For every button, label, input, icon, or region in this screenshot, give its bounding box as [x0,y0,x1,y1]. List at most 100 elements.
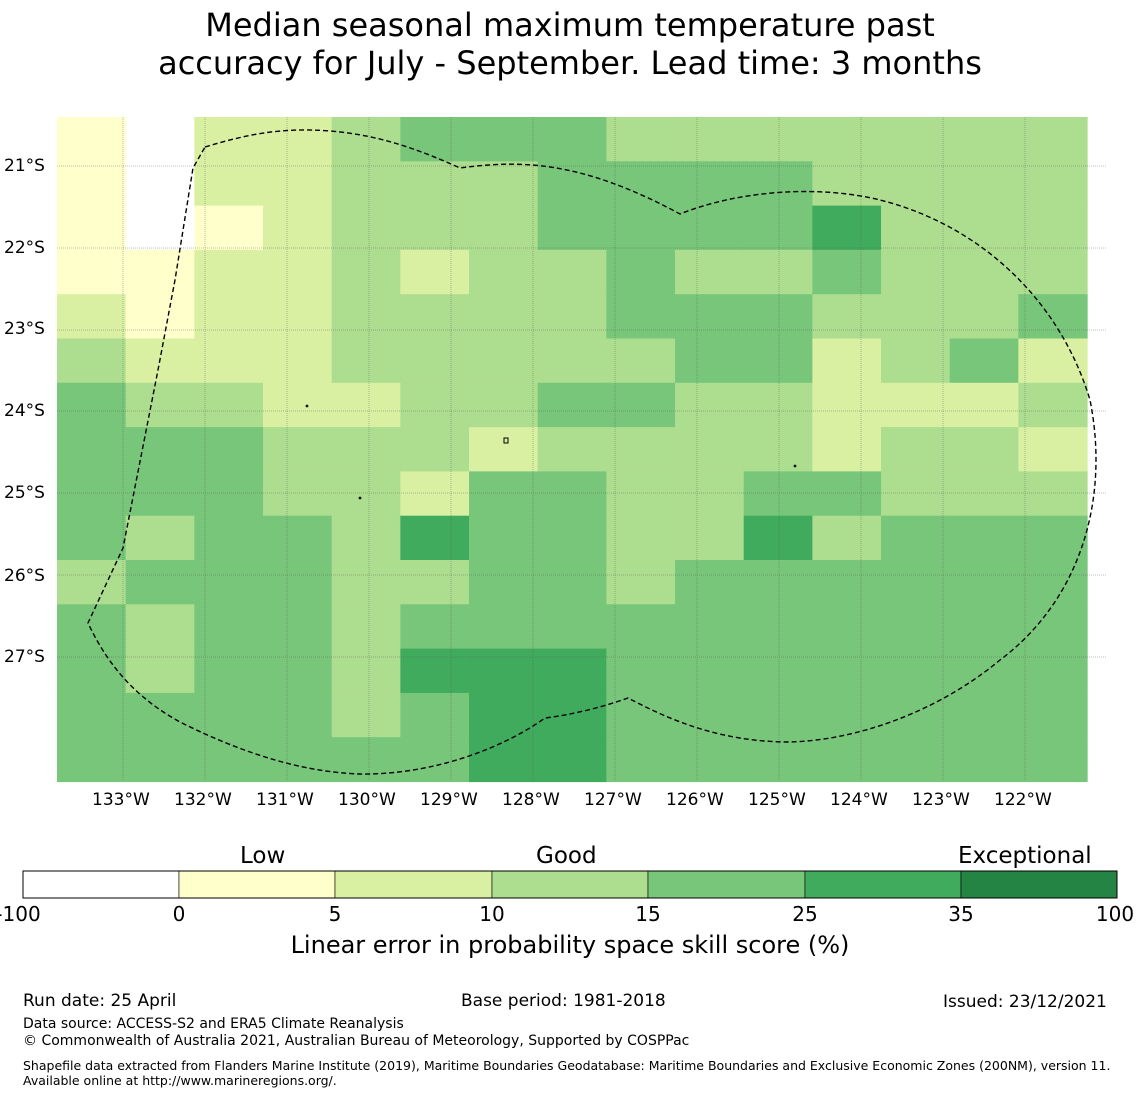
grid-cell [675,515,745,561]
grid-cell [1018,604,1088,650]
grid-cell [812,427,882,472]
grid-cell [125,161,195,207]
grid-cell [606,604,676,650]
grid-cell [57,604,127,650]
grid-cell [881,294,951,340]
lon-label: 132°W [174,790,232,810]
grid-cell [194,471,264,517]
lon-label: 130°W [338,790,396,810]
grid-cell [469,604,539,650]
grid-cell [743,249,813,295]
grid-cell [263,338,333,384]
grid-cell [743,560,813,605]
lat-label: 26°S [4,566,45,586]
grid-cell [812,471,882,517]
grid-cell [881,737,951,783]
grid-cell [812,560,882,605]
lon-label: 123°W [912,790,970,810]
grid-cell [537,604,607,650]
grid-cell [125,604,195,650]
grid-cell [881,382,951,428]
grid-cell [675,471,745,517]
grid-cell [606,692,676,738]
grid-cell [606,648,676,694]
grid-cell [194,515,264,561]
colorbar [22,870,1118,899]
lon-label: 128°W [502,790,560,810]
colorbar-tick: 10 [479,902,505,926]
lon-label: 126°W [666,790,724,810]
grid-cell [812,117,882,162]
grid-cell [743,161,813,207]
grid-cell [881,249,951,295]
grid-cell [57,161,127,207]
grid-cell [400,471,470,517]
grid-cell [400,382,470,428]
grid-cell [537,515,607,561]
grid-cell [606,427,676,472]
grid-cell [537,560,607,605]
grid-cell [331,205,401,251]
grid-cell [194,338,264,384]
shapefile-credit: Shapefile data extracted from Flanders M… [23,1058,1111,1088]
grid-cell [263,382,333,428]
island-mark [358,496,362,500]
grid-cell [743,604,813,650]
grid-cell [1018,294,1088,340]
grid-cell [125,692,195,738]
colorbar-tick: -100 [0,902,41,926]
grid-cell [57,294,127,340]
grid-cell [263,692,333,738]
grid-cell [194,692,264,738]
grid-cell [675,427,745,472]
grid-cell [606,737,676,783]
grid-cell [743,205,813,251]
grid-cell [57,205,127,251]
grid-cell [812,382,882,428]
grid-cell [606,338,676,384]
grid-cell [57,648,127,694]
grid-cell [537,471,607,517]
grid-cell [194,382,264,428]
grid-cell [1018,515,1088,561]
grid-cell [812,294,882,340]
grid-cell [743,737,813,783]
grid-cell [675,737,745,783]
grid-cell [194,560,264,605]
lat-label: 22°S [4,238,45,258]
grid-cell [331,249,401,295]
grid-cell [675,161,745,207]
grid-cell [881,471,951,517]
grid-cell [125,294,195,340]
grid-cell [1018,249,1088,295]
grid-cell [469,338,539,384]
grid-cell [469,294,539,340]
grid-cell [812,515,882,561]
grid-cell [194,427,264,472]
grid-cell [537,648,607,694]
grid-cell [537,117,607,162]
grid-cell [331,604,401,650]
grid-cell [125,249,195,295]
grid-cell [400,205,470,251]
grid-cell [812,338,882,384]
grid-cell [949,471,1019,517]
grid-cell [812,249,882,295]
eez-boundary [87,129,1097,775]
grid-cell [469,648,539,694]
grid-cell [743,382,813,428]
grid-cell [57,427,127,472]
grid-cell [331,515,401,561]
grid-cell [949,338,1019,384]
grid-cell [469,205,539,251]
lon-label: 129°W [420,790,478,810]
colorbar-tick: 35 [948,902,974,926]
grid-cell [675,560,745,605]
grid-cell [675,249,745,295]
lon-label: 127°W [584,790,642,810]
grid-cell [812,737,882,783]
grid-cell [537,737,607,783]
grid-cell [331,427,401,472]
lat-label: 27°S [4,647,45,667]
grid-cell [263,471,333,517]
